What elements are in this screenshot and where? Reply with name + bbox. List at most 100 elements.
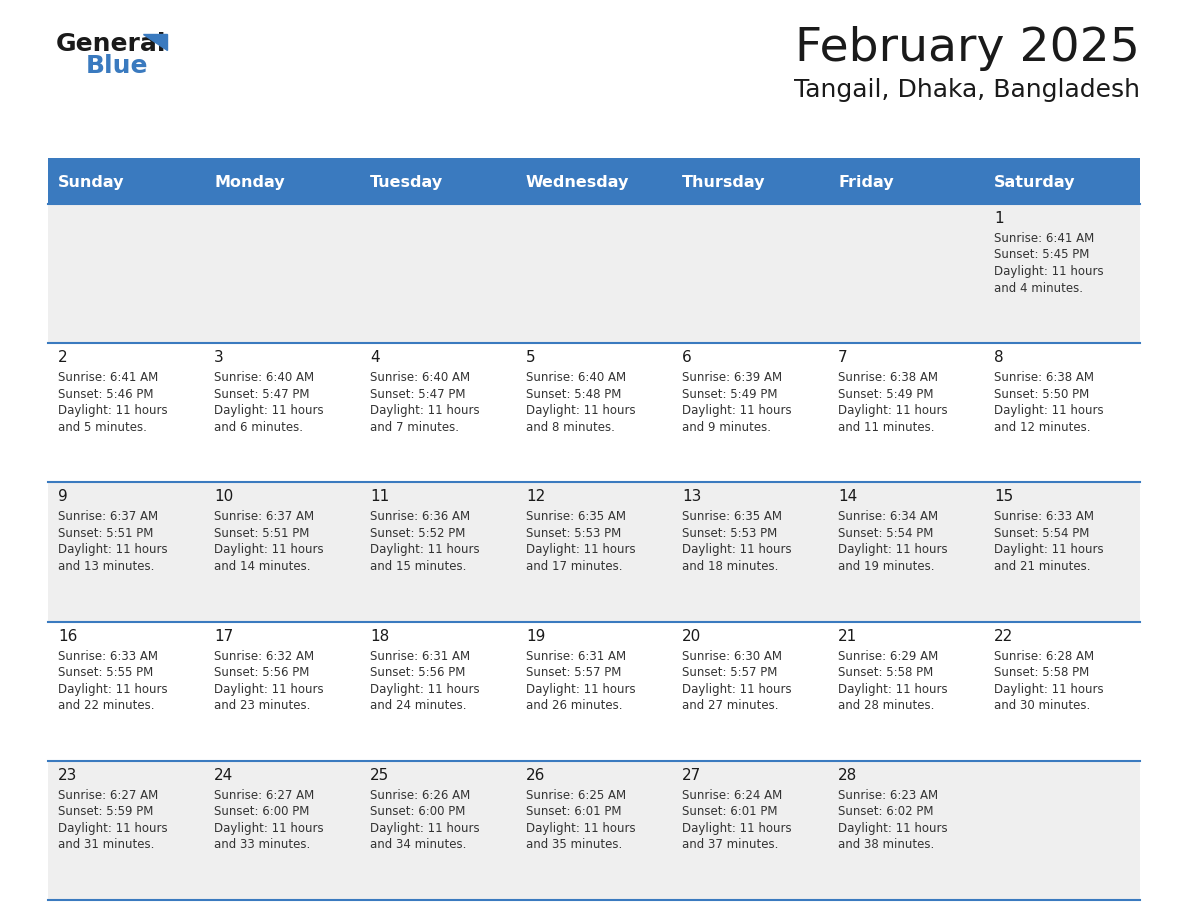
- Text: Sunrise: 6:31 AM: Sunrise: 6:31 AM: [526, 650, 626, 663]
- Text: Daylight: 11 hours: Daylight: 11 hours: [682, 404, 791, 417]
- Text: Sunrise: 6:40 AM: Sunrise: 6:40 AM: [369, 371, 470, 385]
- Text: Daylight: 11 hours: Daylight: 11 hours: [838, 683, 948, 696]
- Text: Sunrise: 6:25 AM: Sunrise: 6:25 AM: [526, 789, 626, 801]
- Text: Sunrise: 6:26 AM: Sunrise: 6:26 AM: [369, 789, 470, 801]
- Bar: [48, 204, 1140, 343]
- Text: 18: 18: [369, 629, 390, 644]
- Text: Daylight: 11 hours: Daylight: 11 hours: [58, 683, 168, 696]
- Text: Sunrise: 6:28 AM: Sunrise: 6:28 AM: [994, 650, 1094, 663]
- Bar: [48, 343, 1140, 482]
- Text: Daylight: 11 hours: Daylight: 11 hours: [369, 404, 480, 417]
- Text: 27: 27: [682, 767, 701, 783]
- Text: 15: 15: [994, 489, 1013, 504]
- Text: Daylight: 11 hours: Daylight: 11 hours: [994, 683, 1104, 696]
- Text: Thursday: Thursday: [682, 175, 765, 191]
- Text: Daylight: 11 hours: Daylight: 11 hours: [58, 543, 168, 556]
- Text: Daylight: 11 hours: Daylight: 11 hours: [214, 683, 323, 696]
- Text: 3: 3: [214, 350, 223, 365]
- Text: Sunrise: 6:30 AM: Sunrise: 6:30 AM: [682, 650, 782, 663]
- Text: and 28 minutes.: and 28 minutes.: [838, 700, 935, 712]
- Text: Sunrise: 6:40 AM: Sunrise: 6:40 AM: [526, 371, 626, 385]
- Text: and 21 minutes.: and 21 minutes.: [994, 560, 1091, 573]
- Text: Tangail, Dhaka, Bangladesh: Tangail, Dhaka, Bangladesh: [794, 78, 1140, 102]
- Text: and 22 minutes.: and 22 minutes.: [58, 700, 154, 712]
- Text: Daylight: 11 hours: Daylight: 11 hours: [682, 543, 791, 556]
- Text: Sunset: 6:01 PM: Sunset: 6:01 PM: [526, 805, 621, 818]
- Text: 7: 7: [838, 350, 847, 365]
- Text: and 7 minutes.: and 7 minutes.: [369, 420, 459, 433]
- Text: Sunrise: 6:34 AM: Sunrise: 6:34 AM: [838, 510, 939, 523]
- Text: Sunrise: 6:40 AM: Sunrise: 6:40 AM: [214, 371, 314, 385]
- Bar: [48, 482, 1140, 621]
- Text: Sunrise: 6:39 AM: Sunrise: 6:39 AM: [682, 371, 782, 385]
- Text: Daylight: 11 hours: Daylight: 11 hours: [214, 822, 323, 834]
- Text: Monday: Monday: [214, 175, 285, 191]
- Text: and 5 minutes.: and 5 minutes.: [58, 420, 147, 433]
- Text: and 26 minutes.: and 26 minutes.: [526, 700, 623, 712]
- Text: Daylight: 11 hours: Daylight: 11 hours: [369, 822, 480, 834]
- Text: and 9 minutes.: and 9 minutes.: [682, 420, 771, 433]
- Text: Friday: Friday: [838, 175, 893, 191]
- Text: Sunset: 5:59 PM: Sunset: 5:59 PM: [58, 805, 153, 818]
- Text: Saturday: Saturday: [994, 175, 1075, 191]
- Text: Sunrise: 6:23 AM: Sunrise: 6:23 AM: [838, 789, 939, 801]
- Text: Daylight: 11 hours: Daylight: 11 hours: [526, 683, 636, 696]
- Text: Sunrise: 6:24 AM: Sunrise: 6:24 AM: [682, 789, 782, 801]
- Text: Daylight: 11 hours: Daylight: 11 hours: [58, 822, 168, 834]
- Text: 17: 17: [214, 629, 233, 644]
- Text: 22: 22: [994, 629, 1013, 644]
- Text: 6: 6: [682, 350, 691, 365]
- Text: Sunset: 5:46 PM: Sunset: 5:46 PM: [58, 387, 153, 400]
- Text: 16: 16: [58, 629, 77, 644]
- Text: Daylight: 11 hours: Daylight: 11 hours: [994, 404, 1104, 417]
- Text: Daylight: 11 hours: Daylight: 11 hours: [58, 404, 168, 417]
- Text: 24: 24: [214, 767, 233, 783]
- Text: 9: 9: [58, 489, 68, 504]
- Text: and 12 minutes.: and 12 minutes.: [994, 420, 1091, 433]
- Text: Sunset: 6:01 PM: Sunset: 6:01 PM: [682, 805, 777, 818]
- Text: and 24 minutes.: and 24 minutes.: [369, 700, 467, 712]
- Text: Sunset: 5:54 PM: Sunset: 5:54 PM: [838, 527, 934, 540]
- Bar: [48, 621, 1140, 761]
- Text: Wednesday: Wednesday: [526, 175, 630, 191]
- Text: February 2025: February 2025: [795, 26, 1140, 71]
- Text: Sunset: 5:53 PM: Sunset: 5:53 PM: [682, 527, 777, 540]
- Text: Sunset: 5:55 PM: Sunset: 5:55 PM: [58, 666, 153, 679]
- Text: and 6 minutes.: and 6 minutes.: [214, 420, 303, 433]
- Text: Sunset: 5:56 PM: Sunset: 5:56 PM: [369, 666, 466, 679]
- Text: 1: 1: [994, 211, 1004, 226]
- Text: Daylight: 11 hours: Daylight: 11 hours: [214, 543, 323, 556]
- Text: and 34 minutes.: and 34 minutes.: [369, 838, 467, 851]
- Text: and 35 minutes.: and 35 minutes.: [526, 838, 623, 851]
- Text: 14: 14: [838, 489, 858, 504]
- Text: 19: 19: [526, 629, 545, 644]
- Text: Daylight: 11 hours: Daylight: 11 hours: [214, 404, 323, 417]
- Text: Sunset: 5:48 PM: Sunset: 5:48 PM: [526, 387, 621, 400]
- Text: Sunset: 5:56 PM: Sunset: 5:56 PM: [214, 666, 309, 679]
- Text: 25: 25: [369, 767, 390, 783]
- Text: Daylight: 11 hours: Daylight: 11 hours: [994, 265, 1104, 278]
- Text: and 31 minutes.: and 31 minutes.: [58, 838, 154, 851]
- Text: Sunset: 5:45 PM: Sunset: 5:45 PM: [994, 249, 1089, 262]
- Text: Daylight: 11 hours: Daylight: 11 hours: [682, 683, 791, 696]
- Text: Sunrise: 6:33 AM: Sunrise: 6:33 AM: [58, 650, 158, 663]
- Text: Sunset: 6:00 PM: Sunset: 6:00 PM: [214, 805, 309, 818]
- Text: and 18 minutes.: and 18 minutes.: [682, 560, 778, 573]
- Text: 10: 10: [214, 489, 233, 504]
- Text: and 23 minutes.: and 23 minutes.: [214, 700, 310, 712]
- Text: and 38 minutes.: and 38 minutes.: [838, 838, 934, 851]
- Text: Sunset: 5:51 PM: Sunset: 5:51 PM: [58, 527, 153, 540]
- Text: 26: 26: [526, 767, 545, 783]
- Text: Daylight: 11 hours: Daylight: 11 hours: [838, 404, 948, 417]
- Text: Daylight: 11 hours: Daylight: 11 hours: [526, 822, 636, 834]
- Text: 23: 23: [58, 767, 77, 783]
- Text: Daylight: 11 hours: Daylight: 11 hours: [369, 543, 480, 556]
- Polygon shape: [143, 34, 168, 50]
- Text: General: General: [56, 32, 166, 56]
- Text: and 33 minutes.: and 33 minutes.: [214, 838, 310, 851]
- Text: Daylight: 11 hours: Daylight: 11 hours: [838, 543, 948, 556]
- Text: Sunset: 5:57 PM: Sunset: 5:57 PM: [526, 666, 621, 679]
- Text: and 14 minutes.: and 14 minutes.: [214, 560, 310, 573]
- Bar: [48, 761, 1140, 900]
- Text: Sunset: 6:00 PM: Sunset: 6:00 PM: [369, 805, 466, 818]
